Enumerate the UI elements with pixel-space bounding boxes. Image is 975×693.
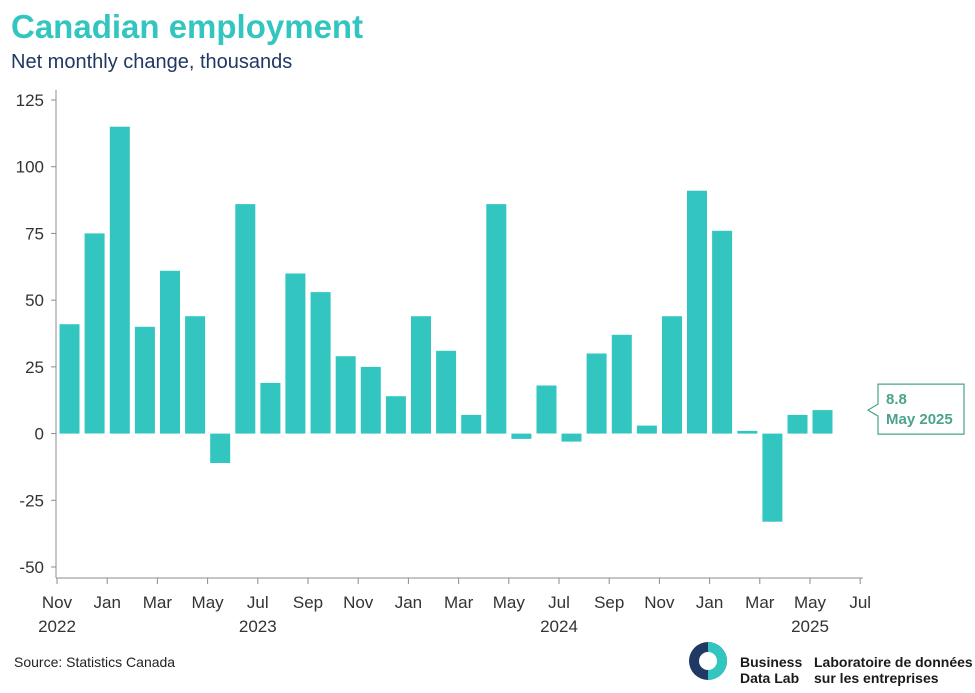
x-year-label: 2024 bbox=[540, 617, 578, 636]
latest-value-callout: 8.8 May 2025 bbox=[866, 383, 965, 435]
x-tick-label: Mar bbox=[143, 593, 173, 612]
x-tick-label: May bbox=[794, 593, 827, 612]
y-tick-label: 50 bbox=[25, 291, 44, 310]
y-tick-label: 125 bbox=[16, 91, 44, 110]
x-tick-label: Mar bbox=[745, 593, 775, 612]
x-tick-label: Nov bbox=[42, 593, 73, 612]
x-year-label: 2025 bbox=[791, 617, 829, 636]
x-tick-label: Jul bbox=[548, 593, 570, 612]
y-tick-label: 75 bbox=[25, 224, 44, 243]
callout-label: May 2025 bbox=[886, 411, 953, 428]
x-year-label: 2022 bbox=[38, 617, 76, 636]
bar bbox=[762, 433, 783, 522]
bar bbox=[285, 273, 306, 434]
bar bbox=[662, 316, 682, 434]
x-tick-label: Nov bbox=[644, 593, 675, 612]
y-tick-label: 25 bbox=[25, 358, 44, 377]
bar bbox=[385, 396, 406, 434]
y-tick-label: 100 bbox=[16, 158, 44, 177]
x-tick-label: Jul bbox=[247, 593, 269, 612]
callout-box bbox=[866, 383, 965, 435]
bar bbox=[411, 316, 431, 434]
bar bbox=[84, 233, 105, 434]
bar bbox=[310, 292, 331, 434]
x-axis: Nov 2022 Jan Mar May Jul 2023 Sep Nov Jan Mar May Ju… bbox=[38, 577, 871, 636]
bar bbox=[737, 430, 758, 434]
bar bbox=[712, 230, 733, 434]
bars bbox=[59, 126, 833, 522]
bar bbox=[561, 433, 582, 442]
y-tick-label: 0 bbox=[35, 425, 44, 444]
bar bbox=[109, 126, 130, 434]
y-tick-label: -50 bbox=[19, 558, 44, 577]
brand-fr: Laboratoire de données sur les entrepris… bbox=[814, 654, 973, 686]
bar bbox=[812, 410, 833, 434]
brand-en-line1: Business bbox=[740, 654, 803, 670]
source-note: Source: Statistics Canada bbox=[14, 654, 176, 670]
bar bbox=[511, 433, 532, 439]
bar bbox=[461, 414, 482, 434]
y-axis: -50 -25 0 25 50 75 100 125 bbox=[16, 90, 57, 578]
bar bbox=[210, 433, 231, 463]
x-year-label: 2023 bbox=[239, 617, 277, 636]
x-tick-label: Mar bbox=[444, 593, 474, 612]
x-tick-label: Sep bbox=[293, 593, 323, 612]
callout-value: 8.8 bbox=[886, 391, 907, 408]
chart-title: Canadian employment bbox=[11, 8, 364, 45]
brand-en: Business Data Lab bbox=[740, 654, 802, 686]
bar bbox=[260, 382, 281, 434]
bar bbox=[687, 190, 707, 434]
x-tick-label: Sep bbox=[594, 593, 624, 612]
bar bbox=[536, 385, 557, 434]
brand-fr-line2: sur les entreprises bbox=[814, 670, 939, 686]
bar bbox=[486, 204, 507, 434]
bar bbox=[185, 316, 206, 434]
x-tick-label: Jan bbox=[93, 593, 120, 612]
bar bbox=[235, 204, 256, 434]
bar bbox=[360, 366, 381, 434]
bar bbox=[586, 353, 607, 434]
brand-fr-line1: Laboratoire de données bbox=[814, 654, 973, 670]
x-tick-label: May bbox=[493, 593, 526, 612]
chart-subtitle: Net monthly change, thousands bbox=[11, 51, 293, 73]
bar bbox=[636, 425, 657, 434]
bar bbox=[787, 414, 808, 434]
x-tick-label: May bbox=[192, 593, 225, 612]
bar bbox=[134, 326, 155, 434]
bar bbox=[335, 356, 356, 434]
x-tick-label: Jan bbox=[395, 593, 422, 612]
bar bbox=[611, 334, 632, 434]
bar bbox=[436, 350, 457, 434]
business-data-lab-logo-icon bbox=[689, 642, 727, 680]
x-tick-label: Jan bbox=[696, 593, 723, 612]
x-tick-label: Nov bbox=[343, 593, 374, 612]
bar bbox=[59, 324, 80, 434]
brand-en-line2: Data Lab bbox=[740, 670, 800, 686]
bar bbox=[160, 270, 180, 434]
x-tick-label: Jul bbox=[849, 593, 871, 612]
y-tick-label: -25 bbox=[19, 491, 44, 510]
